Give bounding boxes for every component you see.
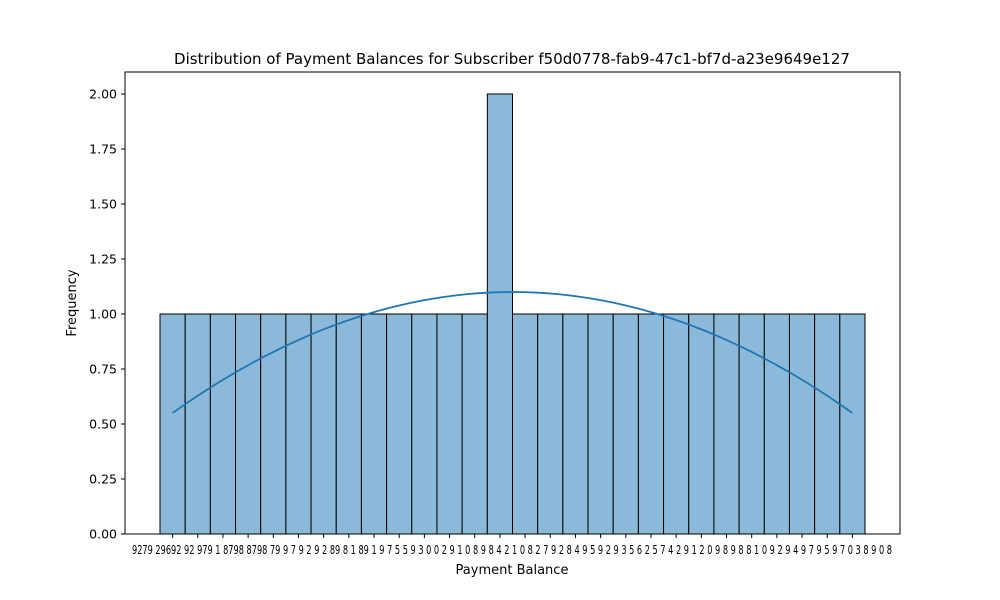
- y-tick-label: 0.25: [89, 472, 117, 487]
- histogram-bar: [788, 313, 816, 535]
- histogram-bar: [461, 313, 488, 535]
- x-tick-labels: 9279 29692 92 979 1 8798 8798 79 9 7 9 2…: [132, 542, 892, 557]
- histogram-bar: [587, 313, 614, 535]
- histogram-bar: [285, 313, 312, 535]
- histogram-bars: [159, 93, 866, 535]
- histogram-bar: [486, 93, 514, 535]
- y-axis-label: Frequency: [65, 269, 80, 336]
- y-tick-label: 1.50: [89, 197, 117, 212]
- chart-title: Distribution of Payment Balances for Sub…: [174, 50, 850, 68]
- histogram-bar: [512, 313, 539, 535]
- histogram-bar: [839, 313, 866, 535]
- histogram-bar: [310, 313, 337, 535]
- y-tick-label: 0.75: [89, 362, 117, 377]
- histogram-bar: [260, 313, 287, 535]
- histogram-bar: [235, 313, 262, 535]
- plot-frame: [124, 71, 901, 535]
- histogram-bar: [562, 313, 589, 535]
- y-tick-label: 1.00: [89, 307, 117, 322]
- kde-curve: [172, 291, 853, 414]
- histogram-bar: [637, 313, 665, 535]
- histogram-bar: [688, 313, 715, 535]
- histogram-bar: [713, 313, 740, 535]
- y-tick-label: 2.00: [89, 87, 117, 102]
- y-tick-label: 1.75: [89, 142, 117, 157]
- x-axis-label: Payment Balance: [456, 563, 569, 578]
- histogram-bar: [184, 313, 211, 535]
- y-tick-label: 0.50: [89, 417, 117, 432]
- histogram-bar: [386, 313, 413, 535]
- histogram-bar: [814, 313, 841, 535]
- histogram-bar: [159, 313, 186, 535]
- y-tick-label: 1.25: [89, 252, 117, 267]
- y-axis: 0.00 0.25 0.50 0.75 1.00 1.25 1.50 1.75 2.00: [89, 87, 853, 542]
- histogram-bar: [360, 313, 388, 535]
- histogram-bar: [663, 313, 690, 535]
- histogram-bar: [763, 313, 790, 535]
- y-tick-label: 0.00: [89, 527, 117, 542]
- histogram-bar: [436, 313, 463, 535]
- histogram-bar: [335, 313, 362, 535]
- histogram-bar: [537, 313, 564, 535]
- histogram-bar: [612, 313, 639, 535]
- histogram-bar: [411, 313, 438, 535]
- histogram-bar: [738, 313, 765, 535]
- histogram-bar: [209, 313, 237, 535]
